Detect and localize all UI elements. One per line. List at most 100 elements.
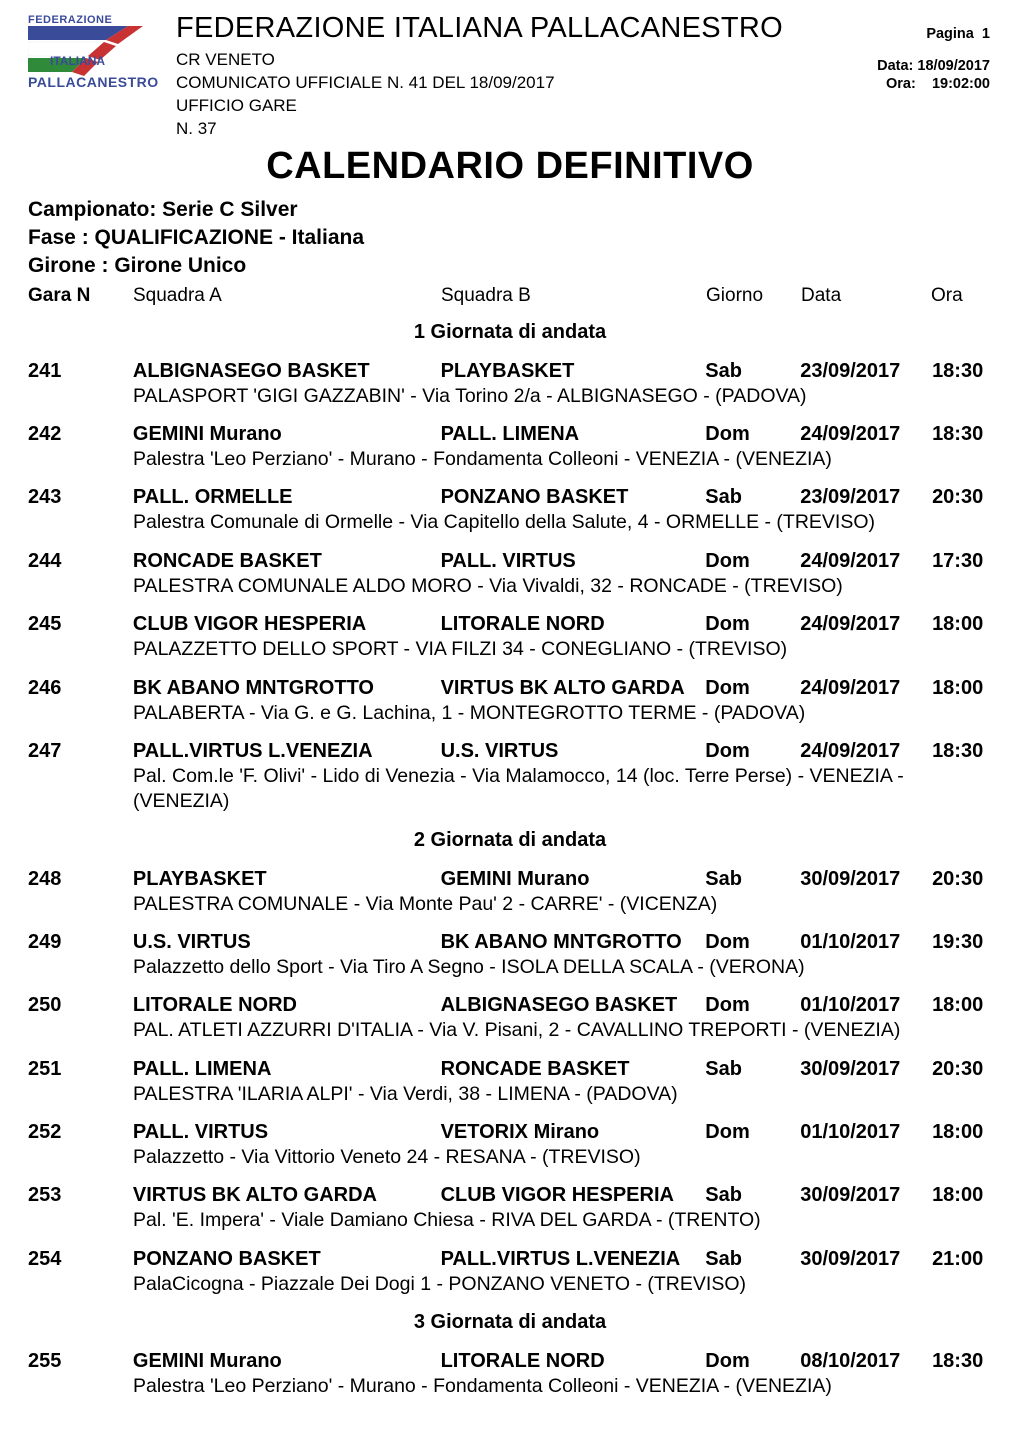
match-date: 24/09/2017: [800, 548, 932, 574]
match-venue: PalaCicogna - Piazzale Dei Dogi 1 - PONZ…: [133, 1272, 992, 1297]
match-time: 18:00: [932, 992, 992, 1018]
ora-label: Ora:: [886, 76, 916, 92]
match-row: 243PALL. ORMELLEPONZANO BASKETSab23/09/2…: [28, 484, 992, 510]
home-team: VIRTUS BK ALTO GARDA: [133, 1182, 441, 1208]
match-venue: Pal. 'E. Impera' - Viale Damiano Chiesa …: [133, 1208, 992, 1233]
col-gara-n: Gara N: [28, 285, 133, 307]
match-time: 20:30: [932, 1056, 992, 1082]
match-date: 30/09/2017: [800, 1182, 932, 1208]
match-time: 20:30: [932, 484, 992, 510]
match-row: 250LITORALE NORDALBIGNASEGO BASKETDom01/…: [28, 992, 992, 1018]
away-team: U.S. VIRTUS: [441, 738, 706, 764]
match-time: 19:30: [932, 929, 992, 955]
away-team: PALL. VIRTUS: [441, 548, 706, 574]
away-team: PLAYBASKET: [441, 358, 706, 384]
match-date: 30/09/2017: [800, 866, 932, 892]
away-team: ALBIGNASEGO BASKET: [441, 992, 706, 1018]
match-venue: Palestra Comunale di Ormelle - Via Capit…: [133, 510, 992, 535]
match-date: 24/09/2017: [800, 611, 932, 637]
match-time: 18:30: [932, 1348, 992, 1374]
match-row: 252PALL. VIRTUSVETORIX MiranoDom01/10/20…: [28, 1119, 992, 1145]
pagina-label: Pagina: [926, 26, 974, 42]
match-row: 242GEMINI MuranoPALL. LIMENADom24/09/201…: [28, 421, 992, 447]
match-block: 251PALL. LIMENARONCADE BASKETSab30/09/20…: [28, 1056, 992, 1107]
away-team: BK ABANO MNTGROTTO: [441, 929, 706, 955]
round-title: 2 Giornata di andata: [28, 829, 992, 852]
home-team: BK ABANO MNTGROTTO: [133, 675, 441, 701]
home-team: U.S. VIRTUS: [133, 929, 441, 955]
ora-value: 19:02:00: [932, 76, 990, 92]
match-number: 251: [28, 1056, 133, 1082]
match-block: 247PALL.VIRTUS L.VENEZIAU.S. VIRTUSDom24…: [28, 738, 992, 815]
col-giorno: Giorno: [706, 285, 801, 307]
home-team: PALL.VIRTUS L.VENEZIA: [133, 738, 441, 764]
away-team: GEMINI Murano: [441, 866, 706, 892]
pagina-line: Pagina 1: [877, 26, 990, 42]
match-number: 246: [28, 675, 133, 701]
pagina-value: 1: [982, 26, 990, 42]
col-ora: Ora: [931, 285, 991, 307]
title-block: FEDERAZIONE ITALIANA PALLACANESTRO CR VE…: [168, 12, 992, 141]
girone-line: Girone : Girone Unico: [28, 252, 992, 280]
match-venue: Palazzetto dello Sport - Via Tiro A Segn…: [133, 955, 992, 980]
match-block: 245CLUB VIGOR HESPERIALITORALE NORDDom24…: [28, 611, 992, 662]
match-block: 253VIRTUS BK ALTO GARDACLUB VIGOR HESPER…: [28, 1182, 992, 1233]
match-time: 18:00: [932, 1182, 992, 1208]
match-date: 01/10/2017: [800, 929, 932, 955]
match-date: 24/09/2017: [800, 738, 932, 764]
match-number: 247: [28, 738, 133, 764]
match-time: 21:00: [932, 1246, 992, 1272]
match-time: 17:30: [932, 548, 992, 574]
match-block: 243PALL. ORMELLEPONZANO BASKETSab23/09/2…: [28, 484, 992, 535]
match-day: Sab: [705, 1182, 800, 1208]
match-number: 244: [28, 548, 133, 574]
match-time: 18:30: [932, 421, 992, 447]
match-venue: PALESTRA COMUNALE - Via Monte Pau' 2 - C…: [133, 892, 992, 917]
match-row: 245CLUB VIGOR HESPERIALITORALE NORDDom24…: [28, 611, 992, 637]
match-block: 242GEMINI MuranoPALL. LIMENADom24/09/201…: [28, 421, 992, 472]
data-line: Data: 18/09/2017: [877, 58, 990, 74]
match-time: 18:30: [932, 358, 992, 384]
match-date: 24/09/2017: [800, 421, 932, 447]
away-team: VETORIX Mirano: [441, 1119, 706, 1145]
match-number: 254: [28, 1246, 133, 1272]
col-squadra-b: Squadra B: [441, 285, 706, 307]
numero-line: N. 37: [176, 118, 992, 141]
match-day: Sab: [705, 1056, 800, 1082]
match-date: 01/10/2017: [800, 992, 932, 1018]
match-block: 248PLAYBASKETGEMINI MuranoSab30/09/20172…: [28, 866, 992, 917]
match-row: 254PONZANO BASKETPALL.VIRTUS L.VENEZIASa…: [28, 1246, 992, 1272]
away-team: VIRTUS BK ALTO GARDA: [441, 675, 706, 701]
match-venue: Palestra 'Leo Perziano' - Murano - Fonda…: [133, 1374, 992, 1399]
match-day: Sab: [705, 1246, 800, 1272]
col-squadra-a: Squadra A: [133, 285, 441, 307]
match-time: 18:00: [932, 675, 992, 701]
home-team: GEMINI Murano: [133, 1348, 441, 1374]
rounds-container: 1 Giornata di andata241ALBIGNASEGO BASKE…: [28, 321, 992, 1400]
round-title: 1 Giornata di andata: [28, 321, 992, 344]
match-venue: Palestra 'Leo Perziano' - Murano - Fonda…: [133, 447, 992, 472]
home-team: PALL. VIRTUS: [133, 1119, 441, 1145]
away-team: CLUB VIGOR HESPERIA: [441, 1182, 706, 1208]
calendario-title: CALENDARIO DEFINITIVO: [28, 145, 992, 188]
match-time: 18:30: [932, 738, 992, 764]
match-row: 248PLAYBASKETGEMINI MuranoSab30/09/20172…: [28, 866, 992, 892]
match-number: 250: [28, 992, 133, 1018]
match-number: 243: [28, 484, 133, 510]
data-value: 18/09/2017: [917, 58, 990, 74]
away-team: PALL.VIRTUS L.VENEZIA: [441, 1246, 706, 1272]
campionato-block: Campionato: Serie C Silver Fase : QUALIF…: [28, 196, 992, 281]
match-date: 30/09/2017: [800, 1056, 932, 1082]
home-team: GEMINI Murano: [133, 421, 441, 447]
home-team: PONZANO BASKET: [133, 1246, 441, 1272]
match-day: Dom: [705, 1348, 800, 1374]
match-day: Dom: [705, 929, 800, 955]
match-day: Sab: [705, 866, 800, 892]
match-date: 30/09/2017: [800, 1246, 932, 1272]
match-block: 249U.S. VIRTUSBK ABANO MNTGROTTODom01/10…: [28, 929, 992, 980]
logo-text-3: PALLACANESTRO: [28, 74, 159, 90]
match-time: 18:00: [932, 611, 992, 637]
match-date: 23/09/2017: [800, 484, 932, 510]
match-number: 249: [28, 929, 133, 955]
match-date: 01/10/2017: [800, 1119, 932, 1145]
